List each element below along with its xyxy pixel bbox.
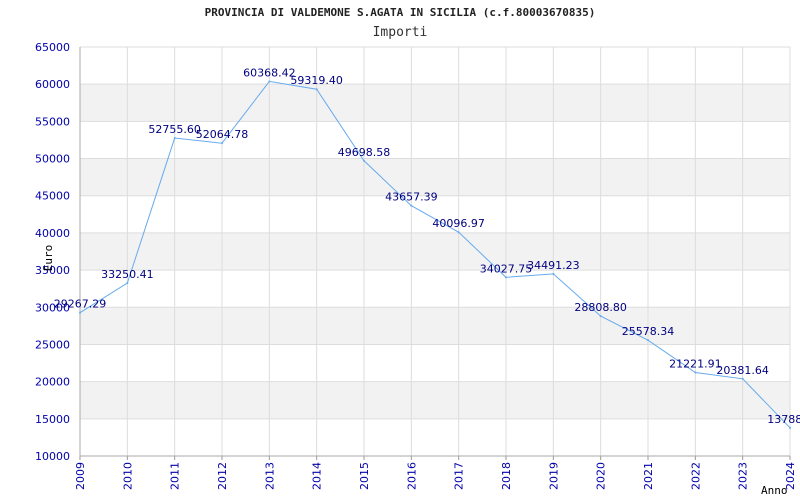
grid-band — [80, 344, 790, 382]
x-tick-label: 2021 — [642, 462, 655, 490]
y-tick-label: 60000 — [35, 78, 70, 91]
data-point — [647, 339, 649, 342]
data-label: 25578.34 — [622, 325, 675, 338]
grid-band — [80, 84, 790, 122]
grid-band — [80, 47, 790, 85]
x-tick-label: 2022 — [689, 462, 702, 490]
data-label: 20381.64 — [716, 364, 769, 377]
y-tick-label: 30000 — [35, 301, 70, 314]
x-tick-label: 2011 — [169, 462, 182, 490]
data-label: 49698.58 — [338, 146, 391, 159]
data-point — [505, 276, 507, 279]
x-tick-label: 2017 — [453, 462, 466, 490]
data-point — [789, 426, 791, 429]
y-tick-label: 10000 — [35, 450, 70, 463]
data-label: 60368.42 — [243, 66, 296, 79]
y-tick-label: 20000 — [35, 376, 70, 389]
data-point — [268, 80, 271, 83]
data-label: 29267.29 — [54, 298, 107, 311]
data-point — [221, 142, 223, 145]
x-tick-label: 2013 — [263, 462, 276, 490]
x-tick-label: 2010 — [121, 462, 134, 490]
chart-title: PROVINCIA DI VALDEMONE S.AGATA IN SICILI… — [204, 6, 596, 19]
grid-band — [80, 270, 790, 308]
axes — [79, 47, 791, 460]
data-label: 21221.91 — [669, 358, 722, 371]
series-line — [79, 80, 791, 429]
grid-band — [80, 418, 790, 456]
data-label: 59319.40 — [290, 74, 343, 87]
data-label: 33250.41 — [101, 268, 154, 281]
data-point — [457, 231, 460, 234]
y-tick-label: 25000 — [35, 338, 70, 351]
data-point — [410, 204, 413, 207]
y-axis-title: Euro — [42, 245, 55, 272]
data-label: 28808.80 — [574, 301, 627, 314]
y-tick-label: 15000 — [35, 413, 70, 426]
data-point — [173, 137, 176, 140]
data-label: 34027.75 — [480, 262, 533, 275]
y-tick-label: 45000 — [35, 190, 70, 203]
x-axis-title: Anno — [761, 484, 788, 497]
x-tick-label: 2016 — [405, 462, 418, 490]
x-tick-label: 2020 — [595, 462, 608, 490]
data-point — [79, 311, 81, 314]
grid-band — [80, 307, 790, 345]
grid-band — [80, 158, 790, 196]
data-point — [363, 159, 365, 162]
grid-band — [80, 121, 790, 159]
data-label: 13788.6 — [767, 413, 800, 426]
data-label: 43657.39 — [385, 191, 438, 204]
background-bands — [80, 47, 790, 456]
x-tick-label: 2012 — [216, 462, 229, 490]
x-tick-label: 2019 — [547, 462, 560, 490]
grid-lines — [79, 46, 791, 457]
y-tick-label: 55000 — [35, 115, 70, 128]
data-point — [126, 282, 129, 285]
data-point — [694, 371, 697, 374]
x-tick-label: 2015 — [358, 462, 371, 490]
x-tick-label: 2009 — [74, 462, 87, 490]
series-line-group — [79, 80, 791, 429]
data-label: 34491.23 — [527, 259, 580, 272]
y-tick-labels: 10000 15000 20000 25000 30000 35000 40000 45000… — [35, 41, 70, 463]
x-tick-label: 2023 — [737, 462, 750, 490]
y-tick-label: 35000 — [35, 264, 70, 277]
x-tick-label: 2018 — [500, 462, 513, 490]
x-tick-labels: 2009 2010 2011 2012 2013 2014 2015 2016 2017 2018… — [74, 462, 797, 490]
data-point — [552, 272, 555, 275]
y-tick-label: 40000 — [35, 227, 70, 240]
y-tick-label: 65000 — [35, 41, 70, 54]
grid-band — [80, 195, 790, 233]
data-point — [315, 88, 318, 91]
data-label: 40096.97 — [432, 217, 485, 230]
y-tick-label: 50000 — [35, 153, 70, 166]
data-label: 52755.60 — [148, 123, 201, 136]
chart-subtitle: Importi — [372, 25, 428, 40]
x-tick-label: 2014 — [311, 462, 324, 490]
x-tick-label: 2024 — [784, 462, 797, 490]
data-point — [741, 377, 744, 380]
data-label: 52064.78 — [196, 128, 249, 141]
grid-band — [80, 232, 790, 271]
data-point — [599, 315, 602, 318]
grid-band — [80, 381, 790, 419]
